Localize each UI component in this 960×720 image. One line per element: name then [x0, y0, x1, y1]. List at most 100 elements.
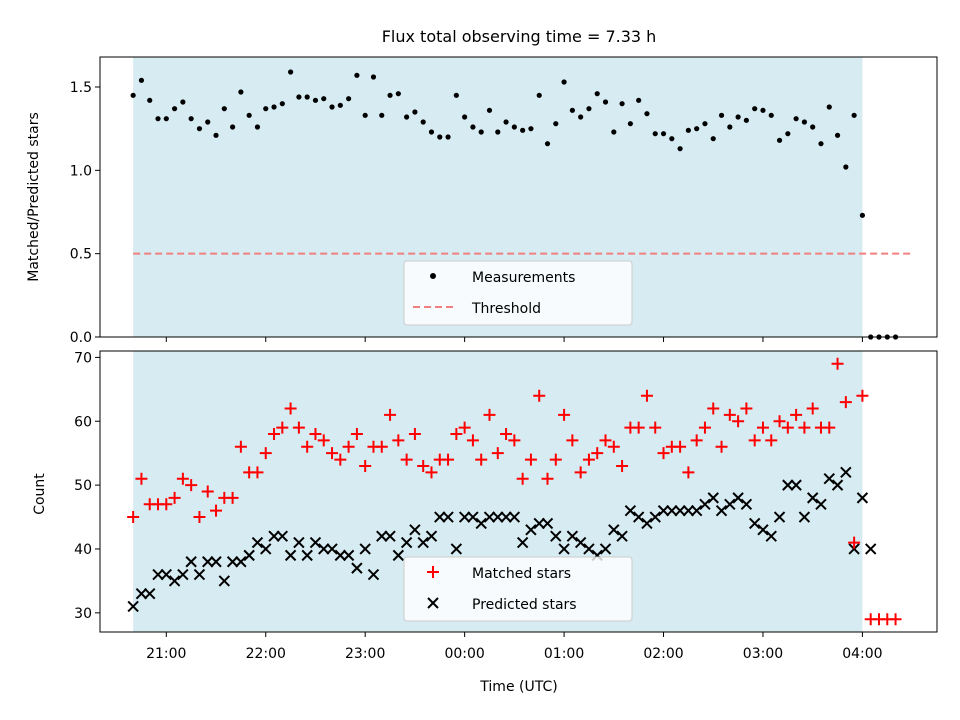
matched-star-point	[682, 466, 695, 479]
x-tick-label: 01:00	[544, 646, 584, 662]
measurement-point	[810, 124, 816, 130]
matched-star-point	[284, 402, 297, 415]
measurement-point	[636, 97, 642, 103]
measurement-point	[834, 132, 841, 138]
matched-star-point	[599, 434, 612, 447]
predicted-star-point	[616, 530, 628, 542]
predicted-star-point	[400, 536, 413, 549]
predicted-star-point	[831, 479, 844, 491]
matched-star-point	[698, 421, 711, 434]
measurement-point	[652, 131, 658, 137]
predicted-star-point	[475, 517, 487, 530]
measurement-point	[818, 141, 824, 147]
x-tick-label: 03:00	[743, 646, 783, 662]
predicted-star-point	[641, 517, 653, 530]
bottom-axes-frame	[99, 350, 938, 633]
matched-stars-legend-marker	[427, 566, 439, 578]
matched-star-point	[773, 415, 786, 428]
measurement-point	[246, 112, 252, 118]
predicted-star-point	[458, 511, 471, 523]
measurement-point	[611, 129, 617, 135]
matched-star-point	[607, 440, 620, 453]
matched-star-point	[657, 447, 670, 460]
x-tick-label: 22:00	[246, 646, 286, 662]
matched-star-point	[466, 434, 479, 447]
measurement-point	[826, 104, 832, 110]
measurement-point	[859, 212, 866, 218]
matched-star-point	[500, 428, 513, 441]
matched-star-point	[408, 428, 421, 441]
bottom-y-tick-label: 60	[74, 414, 92, 430]
measurement-point	[694, 126, 700, 132]
bottom-y-tick-label: 40	[74, 542, 92, 558]
matched-star-point	[649, 421, 662, 434]
predicted-star-point	[765, 530, 777, 542]
predicted-star-point	[326, 543, 338, 555]
measurement-point	[760, 107, 766, 113]
predicted-star-point	[226, 556, 239, 568]
matched-star-point	[417, 459, 430, 472]
matched-star-point	[715, 440, 728, 453]
threshold-legend-label: Threshold	[471, 301, 541, 317]
bottom-x-axis: 21:00 22:00 23:00 00:00 01:00 02:00 03:00 04:00	[146, 632, 883, 662]
measurement-point	[428, 129, 435, 135]
measurement-point	[669, 136, 675, 142]
measurement-point	[644, 111, 650, 117]
measurement-point	[520, 127, 526, 133]
bottom-y-tick-label: 30	[74, 606, 92, 622]
matched-star-point	[549, 453, 562, 466]
predicted-star-point	[417, 536, 429, 549]
measurement-point	[279, 101, 285, 107]
predicted-star-point	[699, 498, 711, 510]
measurement-point	[503, 119, 509, 125]
measurement-point	[569, 107, 575, 113]
measurement-point	[229, 124, 236, 130]
predicted-star-point	[276, 530, 289, 542]
measurement-point	[296, 94, 302, 100]
measurement-point	[271, 104, 277, 110]
x-axis-label: Time (UTC)	[479, 679, 557, 695]
matched-star-point	[640, 389, 653, 402]
predicted-star-point	[467, 511, 479, 523]
x-tick-label: 02:00	[643, 646, 683, 662]
matched-star-point	[226, 491, 239, 504]
predicted-star-point	[782, 479, 794, 491]
top-x-ticks	[165, 337, 863, 342]
measurement-point	[412, 109, 418, 115]
predicted-star-point	[177, 568, 189, 581]
matched-star-point	[384, 408, 397, 421]
bottom-y-tick-label: 70	[74, 350, 92, 366]
matched-star-point	[748, 434, 761, 447]
measurement-point	[420, 119, 426, 125]
measurement-point	[462, 114, 468, 120]
matched-star-point	[582, 453, 595, 466]
predicted-star-point	[608, 524, 620, 536]
x-tick-label: 23:00	[345, 646, 385, 662]
predicted-star-point	[806, 492, 819, 504]
bottom-legend: Matched stars Predicted stars	[403, 556, 633, 622]
predicted-star-point	[185, 556, 197, 568]
matched-star-point	[541, 472, 554, 485]
measurement-point	[843, 164, 849, 170]
predicted-star-point	[649, 511, 661, 523]
measurement-point	[180, 99, 186, 105]
measurement-point	[370, 74, 377, 80]
predicted-star-point	[284, 549, 297, 562]
measurement-point	[768, 112, 774, 118]
predicted-star-point	[500, 511, 512, 523]
predicted-star-point	[840, 466, 852, 479]
predicted-star-point	[516, 536, 529, 549]
predicted-star-point	[425, 530, 438, 542]
predicted-star-point	[732, 492, 744, 504]
bottom-y-axis: 30 40 50 60 70	[74, 350, 100, 622]
predicted-star-point	[318, 543, 330, 555]
predicted-star-point	[127, 600, 139, 613]
top-y-tick-label: 1.0	[70, 163, 92, 179]
measurement-point	[511, 124, 517, 130]
matched-star-point	[359, 459, 372, 472]
matched-star-point	[317, 434, 330, 447]
predicted-star-point	[624, 504, 637, 517]
matched-star-point	[732, 415, 745, 428]
measurement-point	[163, 116, 169, 122]
predicted-star-point	[707, 492, 719, 504]
